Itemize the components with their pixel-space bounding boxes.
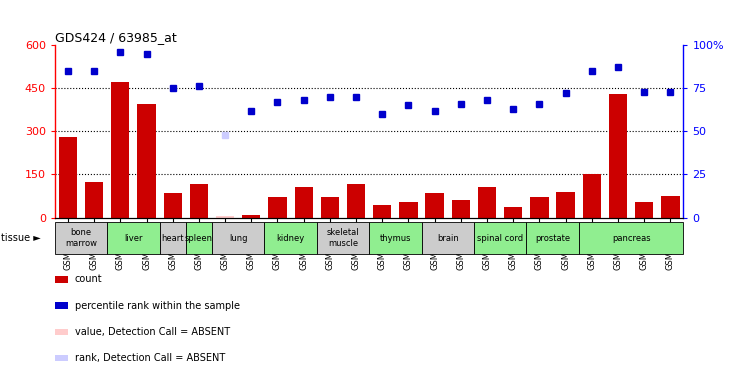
FancyBboxPatch shape: [526, 222, 579, 254]
Text: heart: heart: [162, 234, 184, 243]
Text: liver: liver: [124, 234, 143, 243]
Bar: [425, 193, 444, 217]
Bar: [321, 197, 339, 217]
Bar: [583, 174, 601, 217]
FancyBboxPatch shape: [422, 222, 474, 254]
Text: skeletal
muscle: skeletal muscle: [327, 228, 359, 248]
Bar: [268, 197, 287, 217]
Text: pancreas: pancreas: [612, 234, 651, 243]
Bar: [373, 205, 391, 218]
Bar: [556, 192, 575, 217]
Text: GDS424 / 63985_at: GDS424 / 63985_at: [55, 31, 177, 44]
FancyBboxPatch shape: [474, 222, 526, 254]
Bar: [55, 276, 68, 282]
Bar: [55, 303, 68, 309]
Text: bone
marrow: bone marrow: [65, 228, 97, 248]
Bar: [55, 329, 68, 335]
FancyBboxPatch shape: [579, 222, 683, 254]
Bar: [55, 355, 68, 361]
Bar: [111, 82, 129, 218]
Bar: [347, 184, 366, 218]
Text: percentile rank within the sample: percentile rank within the sample: [75, 301, 240, 310]
Text: spleen: spleen: [185, 234, 213, 243]
FancyBboxPatch shape: [159, 222, 186, 254]
Bar: [216, 216, 234, 217]
Bar: [609, 94, 627, 218]
FancyBboxPatch shape: [265, 222, 317, 254]
Bar: [452, 200, 470, 217]
Text: count: count: [75, 274, 102, 284]
Bar: [662, 196, 680, 217]
Bar: [399, 202, 417, 217]
Text: prostate: prostate: [535, 234, 570, 243]
Bar: [635, 202, 654, 217]
FancyBboxPatch shape: [369, 222, 422, 254]
Bar: [190, 184, 208, 218]
Bar: [504, 207, 523, 218]
Bar: [530, 197, 548, 217]
Text: thymus: thymus: [379, 234, 411, 243]
Text: kidney: kidney: [276, 234, 305, 243]
Text: spinal cord: spinal cord: [477, 234, 523, 243]
Text: tissue ►: tissue ►: [1, 233, 41, 243]
FancyBboxPatch shape: [317, 222, 369, 254]
FancyBboxPatch shape: [212, 222, 265, 254]
Bar: [58, 137, 77, 218]
FancyBboxPatch shape: [55, 222, 107, 254]
Text: value, Detection Call = ABSENT: value, Detection Call = ABSENT: [75, 327, 230, 337]
FancyBboxPatch shape: [107, 222, 159, 254]
Bar: [478, 188, 496, 218]
FancyBboxPatch shape: [186, 222, 212, 254]
Text: lung: lung: [229, 234, 247, 243]
Bar: [164, 193, 182, 217]
Text: brain: brain: [437, 234, 458, 243]
Text: rank, Detection Call = ABSENT: rank, Detection Call = ABSENT: [75, 353, 225, 363]
Bar: [242, 215, 260, 217]
Bar: [295, 188, 313, 218]
Bar: [85, 182, 103, 218]
Bar: [137, 104, 156, 218]
